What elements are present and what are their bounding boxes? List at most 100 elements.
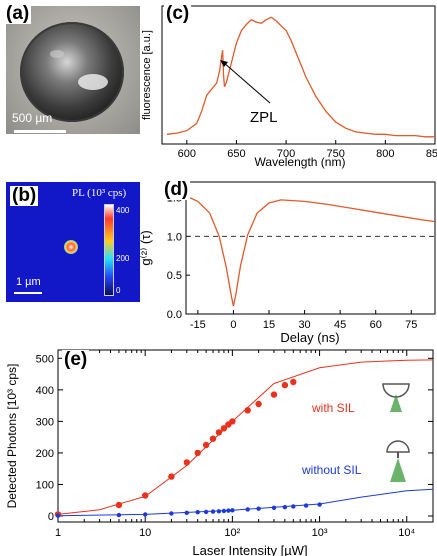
g2-line — [185, 195, 436, 307]
spectrum-xtick-label: 800 — [376, 148, 394, 160]
without-sil-point — [203, 509, 209, 515]
with-sil-point — [168, 473, 175, 480]
saturation-ytick-label: 200 — [36, 448, 54, 460]
without-sil-point — [216, 509, 222, 514]
sil-photo: 500 µm — [6, 6, 140, 134]
spectrum-xtick-label: 700 — [277, 148, 295, 160]
panel-a-label: (a) — [4, 3, 32, 24]
g2-ytick-label: 0.5 — [167, 270, 182, 282]
zpl-arrow-line — [222, 61, 271, 104]
with-sil-point — [281, 381, 289, 389]
spectrum-ylabel: fluorescence [a.u.] — [141, 30, 153, 120]
g2-xtick-label: 15 — [263, 319, 275, 331]
without-sil-point — [55, 513, 61, 518]
spectrum-xtick-label: 650 — [227, 148, 245, 160]
spectrum-frame — [161, 5, 436, 145]
g2-xtick-label: 75 — [405, 319, 417, 331]
without-sil-point — [282, 505, 288, 510]
lens-image — [20, 22, 124, 122]
colorbar — [104, 204, 114, 296]
saturation-ytick-label: 0 — [48, 511, 54, 523]
panel-b-label: (b) — [10, 185, 39, 206]
saturation-ylabel: Detected Photons [10³ cps] — [5, 364, 19, 509]
scalebar-a-label: 500 µm — [12, 111, 53, 125]
with-sil-legend: with SIL — [311, 401, 355, 415]
without-sil-point — [184, 510, 189, 515]
colorbar-tick-200: 200 — [116, 254, 130, 263]
with-sil-point — [194, 449, 201, 457]
scalebar-a — [14, 130, 66, 133]
colorbar-tick-0: 0 — [116, 286, 121, 295]
without-sil-point — [226, 508, 231, 513]
g2-xtick-label: 60 — [370, 319, 382, 331]
with-sil-point — [290, 378, 297, 386]
g2-frame — [185, 181, 436, 315]
spectrum-xtick-label: 600 — [178, 148, 196, 160]
with-sil-point — [142, 492, 149, 499]
scalebar-b-label: 1 µm — [16, 276, 41, 288]
panel-d-label: (d) — [162, 179, 191, 200]
with-sil-point — [202, 441, 210, 449]
g2-ytick-label: 1.0 — [167, 231, 182, 243]
sil-lens-icon — [382, 383, 410, 412]
with-sil-point — [244, 407, 251, 414]
emitter-spot — [64, 240, 78, 254]
saturation-xtick-label: 1 — [55, 527, 61, 539]
saturation-ticks: 1 10 10² 10³ 10⁴ 0 100 200 300 400 500 — [36, 350, 434, 539]
without-sil-point — [245, 507, 250, 512]
with-sil-point — [229, 418, 236, 425]
spectrum-xticks: 600 650 700 750 800 850 — [178, 140, 437, 160]
spectrum-xlabel: Wavelength (nm) — [255, 155, 346, 169]
saturation-frame — [57, 349, 434, 523]
no-sil-lens-icon — [386, 440, 410, 482]
g2-xtick-label: 45 — [334, 319, 346, 331]
scalebar-b — [14, 292, 42, 294]
g2-xtick-label: -15 — [190, 319, 206, 331]
with-sil-point — [215, 429, 223, 436]
spectrum-xtick-label: 850 — [426, 148, 437, 160]
without-sil-point — [116, 512, 122, 518]
saturation-ytick-label: 500 — [36, 353, 54, 365]
colorbar-tick-400: 400 — [116, 206, 130, 215]
without-sil-point — [221, 508, 227, 514]
saturation-xlabel: Laser Intensity [µW] — [192, 543, 307, 556]
g2-ylabel: g⁽²⁾ (τ) — [140, 230, 153, 265]
g2-chart: g⁽²⁾ (τ) Delay (ns) -15 0 15 30 45 60 75 0.0 0.5… — [140, 181, 436, 345]
saturation-xtick-label: 10⁴ — [398, 527, 415, 539]
saturation-ytick-label: 100 — [36, 479, 54, 491]
g2-ytick-label: 0.0 — [167, 309, 182, 321]
with-sil-point — [255, 400, 262, 408]
without-sil-point — [210, 509, 216, 514]
saturation-ytick-label: 400 — [36, 385, 54, 397]
saturation-xtick-label: 10³ — [312, 527, 328, 539]
saturation-xtick-label: 10² — [224, 527, 240, 539]
with-sil-fit — [57, 359, 434, 515]
panel-e-label: (e) — [62, 349, 90, 370]
without-sil-point — [256, 506, 261, 511]
g2-xtick-label: 30 — [298, 319, 310, 331]
zpl-annotation: ZPL — [250, 109, 278, 126]
saturation-points — [54, 378, 322, 518]
panel-c-label: (c) — [164, 3, 192, 24]
spectrum-line — [166, 16, 435, 138]
without-sil-point — [143, 512, 148, 517]
spectrum-chart: fluorescence [a.u.] Wavelength (nm) 600 6… — [141, 5, 437, 169]
without-sil-point — [230, 508, 235, 513]
saturation-ytick-label: 300 — [36, 416, 54, 428]
without-sil-point — [169, 511, 174, 516]
pl-map-title: PL (10³ cps) — [72, 187, 127, 199]
without-sil-point — [271, 505, 277, 510]
saturation-chart: Detected Photons [10³ cps] Laser Intensi… — [5, 349, 434, 556]
with-sil-point — [209, 435, 217, 442]
g2-xtick-label: 0 — [230, 319, 236, 331]
without-sil-point — [195, 510, 200, 515]
g2-xlabel: Delay (ns) — [280, 330, 339, 345]
without-sil-legend: without SIL — [301, 463, 362, 477]
with-sil-point — [183, 459, 190, 466]
zpl-arrow-head — [220, 60, 228, 67]
with-sil-point — [115, 501, 123, 509]
with-sil-point — [270, 391, 278, 398]
with-sil-point — [220, 425, 228, 432]
spectrum-xtick-label: 750 — [327, 148, 345, 160]
without-sil-point — [317, 502, 322, 507]
